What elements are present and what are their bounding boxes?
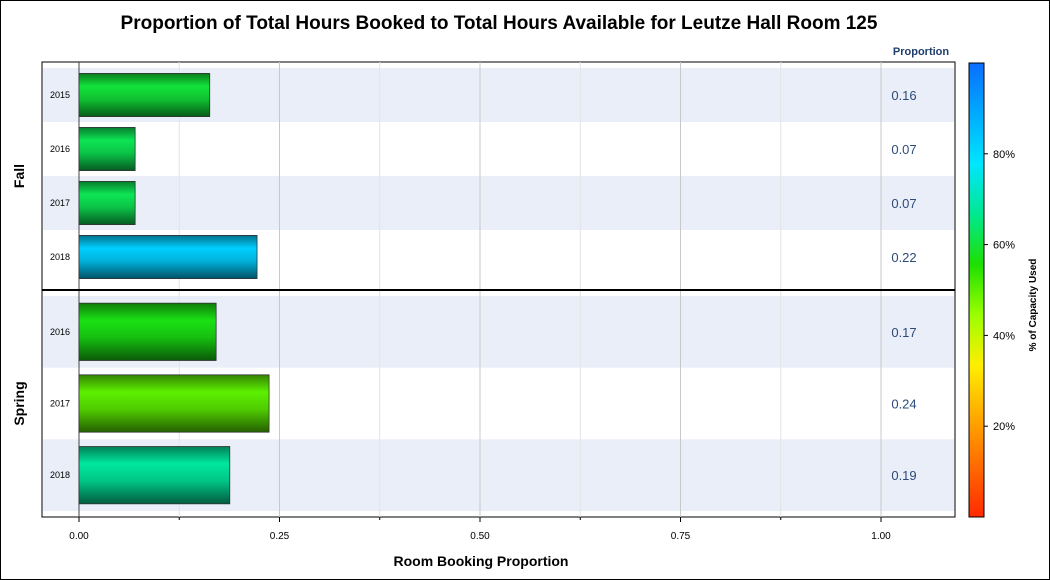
value-label: 0.24 <box>891 397 916 412</box>
y-tick-label: 2018 <box>50 252 70 262</box>
legend-tick-label: 40% <box>993 330 1015 342</box>
x-tick-label: 0.75 <box>671 531 691 542</box>
bar <box>78 127 136 172</box>
x-tick-label: 0.50 <box>470 531 490 542</box>
y-tick-label: 2017 <box>50 198 70 208</box>
value-label: 0.22 <box>891 250 916 265</box>
bar <box>78 446 231 505</box>
y-tick-label: 2016 <box>50 144 70 154</box>
y-tick-label: 2016 <box>50 327 70 337</box>
x-tick-label: 1.00 <box>871 531 891 542</box>
y-tick-label: 2015 <box>50 90 70 100</box>
x-tick-label: 0.00 <box>69 531 89 542</box>
y-tick-label: 2018 <box>50 470 70 480</box>
bar <box>78 302 217 361</box>
bar <box>78 234 258 279</box>
y-tick-label: 2017 <box>50 399 70 409</box>
row-band <box>43 176 954 230</box>
value-label: 0.07 <box>891 142 916 157</box>
legend-color-bar <box>968 62 985 518</box>
x-tick-label: 0.25 <box>270 531 290 542</box>
legend-tick-label: 80% <box>993 149 1015 161</box>
x-axis-title: Room Booking Proportion <box>394 553 569 569</box>
value-column-header: Proportion <box>893 46 949 58</box>
panel-label: Fall <box>11 164 27 188</box>
value-label: 0.19 <box>891 468 916 483</box>
bar <box>78 73 211 118</box>
legend-title: % of Capacity Used <box>1028 259 1039 352</box>
legend-tick-label: 20% <box>993 421 1015 433</box>
value-label: 0.17 <box>891 325 916 340</box>
legend-tick-label: 60% <box>993 240 1015 252</box>
panel-label: Spring <box>11 381 27 425</box>
value-label: 0.07 <box>891 196 916 211</box>
chart-title: Proportion of Total Hours Booked to Tota… <box>121 13 878 34</box>
bar <box>78 374 270 433</box>
bar <box>78 180 136 225</box>
value-label: 0.16 <box>891 88 916 103</box>
